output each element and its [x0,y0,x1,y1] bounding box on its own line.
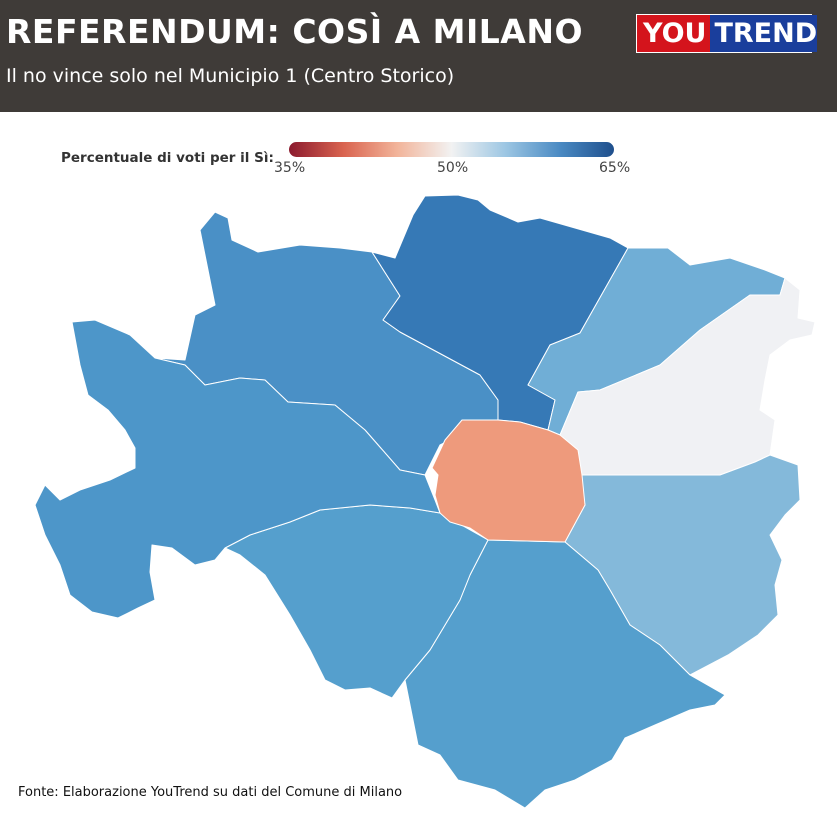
region-municipio-5[interactable] [404,539,726,809]
page-title: REFERENDUM: COSÌ A MILANO [6,12,584,51]
logo-trend: TREND [710,15,818,52]
milan-map [34,194,816,809]
region-municipio-1[interactable] [431,419,586,543]
header: REFERENDUM: COSÌ A MILANO Il no vince so… [0,0,837,112]
logo-you: YOU [637,15,711,52]
region-municipio-7[interactable] [34,319,441,619]
page-subtitle: Il no vince solo nel Municipio 1 (Centro… [6,65,455,87]
legend-min-label: 35% [274,160,306,176]
source-note: Fonte: Elaborazione YouTrend su dati del… [18,785,403,800]
youtrend-logo: YOU TREND [636,14,818,53]
legend-mid-label: 50% [437,160,469,176]
legend-label: Percentuale di voti per il Sì: [61,150,274,166]
legend-color-bar [289,142,614,157]
legend-max-label: 65% [599,160,631,176]
